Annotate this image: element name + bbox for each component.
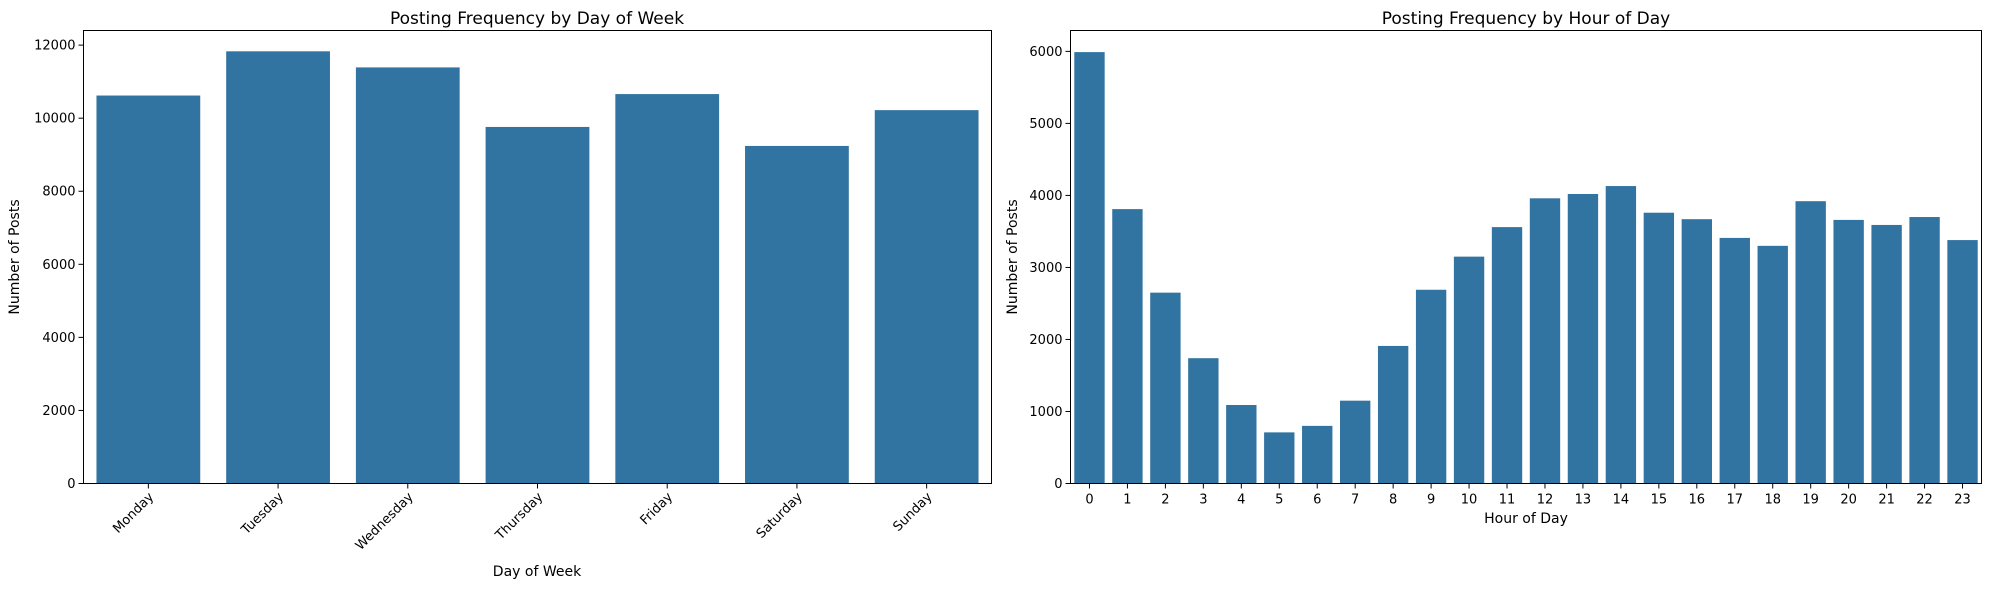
bar-saturday (745, 145, 849, 484)
bar-friday (615, 94, 720, 484)
bar-17 (1719, 237, 1750, 484)
bar-10 (1453, 256, 1485, 484)
x-tick-label: 18 (1764, 493, 1781, 508)
y-tick-group: 0 2000 4000 6000 8000 10000 12000 (34, 39, 84, 492)
bar-4 (1226, 405, 1257, 484)
y-tick-group: 0 1000 2000 3000 4000 5000 6000 (1029, 45, 1071, 492)
plot-frame (83, 30, 992, 484)
bar-23 (1947, 240, 1978, 484)
bar-7 (1340, 400, 1371, 484)
bar-16 (1681, 219, 1712, 484)
x-tick-label: Tuesday (238, 490, 287, 539)
bar-monday (96, 95, 201, 484)
x-tick-label: Monday (110, 490, 157, 537)
y-tick-label: 6000 (1029, 45, 1062, 60)
x-tick-label: 21 (1878, 493, 1895, 508)
y-axis-label: Number of Posts (1005, 199, 1021, 314)
bar-21 (1871, 224, 1902, 484)
x-axis-label: Hour of Day (1484, 511, 1568, 527)
x-tick-label: 13 (1575, 493, 1592, 508)
x-tick-label: Thursday (492, 490, 546, 544)
x-tick-label: Wednesday (353, 490, 417, 554)
y-tick-label: 1000 (1029, 405, 1062, 420)
chart-hour-of-day: Posting Frequency by Hour of Day 0100020… (1005, 9, 1982, 527)
bar-5 (1264, 432, 1295, 484)
x-tick-label: 3 (1199, 493, 1207, 508)
y-tick-label: 0 (1054, 477, 1062, 492)
x-tick-label: 2 (1161, 493, 1169, 508)
chart-title: Posting Frequency by Day of Week (390, 9, 684, 29)
bar-12 (1529, 198, 1561, 484)
x-tick-label: 14 (1613, 493, 1630, 508)
bar-22 (1909, 217, 1940, 484)
y-tick-label: 2000 (1029, 333, 1062, 348)
x-tick-label: Saturday (754, 490, 806, 542)
bar-18 (1757, 245, 1788, 484)
x-tick-label: 10 (1461, 493, 1478, 508)
x-tick-label: 7 (1351, 493, 1359, 508)
bar-sunday (874, 110, 979, 484)
x-tick-label: 5 (1275, 493, 1283, 508)
bar-3 (1188, 358, 1219, 484)
x-tick-label: 23 (1954, 493, 1971, 508)
y-tick-label: 6000 (42, 258, 75, 273)
bar-11 (1491, 227, 1523, 484)
y-axis-label: Number of Posts (7, 199, 23, 314)
bar-13 (1567, 193, 1599, 484)
x-tick-label: 0 (1085, 493, 1093, 508)
x-tick-group: 0 1 2 3 4 5 6 7 8 9 10 11 12 13 14 15 16 17 18 19 20 21 22 23 (1085, 483, 1971, 508)
bar-9 (1415, 289, 1447, 484)
bar-wednesday (355, 67, 460, 484)
x-tick-group: Monday Tuesday Wednesday Thursday Friday Satu… (110, 483, 936, 554)
bar-1 (1112, 209, 1143, 484)
x-tick-label: 9 (1427, 493, 1435, 508)
y-tick-label: 4000 (42, 331, 75, 346)
x-tick-label: 12 (1537, 493, 1554, 508)
bar-group (96, 51, 979, 484)
y-tick-label: 10000 (34, 112, 75, 127)
x-tick-label: Sunday (890, 490, 935, 535)
y-tick-label: 4000 (1029, 189, 1062, 204)
bar-2 (1150, 292, 1181, 484)
bar-8 (1377, 345, 1409, 484)
bar-20 (1833, 219, 1864, 484)
y-tick-label: 3000 (1029, 261, 1062, 276)
x-tick-label: 1 (1123, 493, 1131, 508)
x-tick-label: 8 (1389, 493, 1397, 508)
y-tick-label: 5000 (1029, 117, 1062, 132)
y-tick-label: 8000 (42, 185, 75, 200)
x-tick-label: 22 (1916, 493, 1933, 508)
bar-6 (1302, 425, 1333, 484)
bar-19 (1795, 201, 1826, 484)
x-tick-label: 4 (1237, 493, 1245, 508)
bar-14 (1605, 186, 1637, 484)
bar-tuesday (226, 51, 330, 484)
plot-frame (1070, 30, 1982, 484)
x-tick-label: 17 (1726, 493, 1743, 508)
bar-group (1074, 52, 1978, 484)
y-tick-label: 12000 (34, 39, 75, 54)
x-tick-label: 16 (1689, 493, 1706, 508)
chart-title: Posting Frequency by Hour of Day (1382, 9, 1670, 29)
x-axis-label: Day of Week (493, 564, 582, 580)
bar-15 (1643, 212, 1675, 484)
x-tick-label: 11 (1499, 493, 1516, 508)
bar-0 (1074, 52, 1105, 484)
x-tick-label: Friday (638, 490, 677, 529)
bar-thursday (485, 126, 590, 484)
y-tick-label: 2000 (42, 404, 75, 419)
chart-day-of-week: Posting Frequency by Day of Week 0 2000 40… (7, 9, 992, 580)
x-tick-label: 20 (1840, 493, 1857, 508)
x-tick-label: 6 (1313, 493, 1321, 508)
y-tick-label: 0 (67, 477, 75, 492)
x-tick-label: 15 (1651, 493, 1668, 508)
x-tick-label: 19 (1802, 493, 1819, 508)
